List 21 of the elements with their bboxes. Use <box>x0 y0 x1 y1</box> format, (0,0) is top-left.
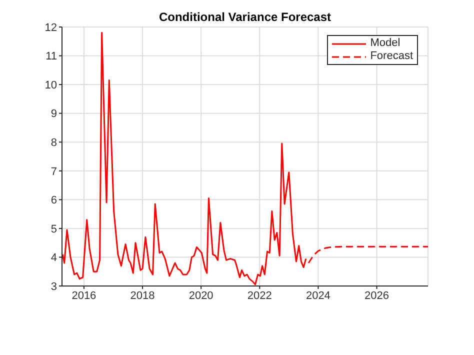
x-tick-label: 2018 <box>130 290 155 302</box>
y-tick-label: 7 <box>50 166 57 178</box>
x-tick-label: 2024 <box>306 290 330 302</box>
y-tick-label: 4 <box>50 252 57 264</box>
line-series <box>308 246 428 264</box>
x-tick-label: 2020 <box>188 290 214 302</box>
y-tick-label: 9 <box>50 108 57 120</box>
chart-title: Conditional Variance Forecast <box>158 10 332 24</box>
y-tick-label: 10 <box>44 79 57 92</box>
legend-label: Model <box>370 37 400 50</box>
y-tick-label: 6 <box>50 194 57 207</box>
x-tick-label: 2026 <box>364 290 389 302</box>
legend-label: Forecast <box>370 50 413 63</box>
line-series <box>62 32 307 286</box>
x-tick-label: 2022 <box>247 290 272 302</box>
y-tick-label: 3 <box>50 280 57 293</box>
y-tick-label: 5 <box>50 223 57 236</box>
y-tick-label: 12 <box>44 22 57 34</box>
y-tick-label: 8 <box>50 137 57 150</box>
x-tick-label: 2016 <box>72 290 96 302</box>
y-tick-label: 11 <box>46 50 57 63</box>
